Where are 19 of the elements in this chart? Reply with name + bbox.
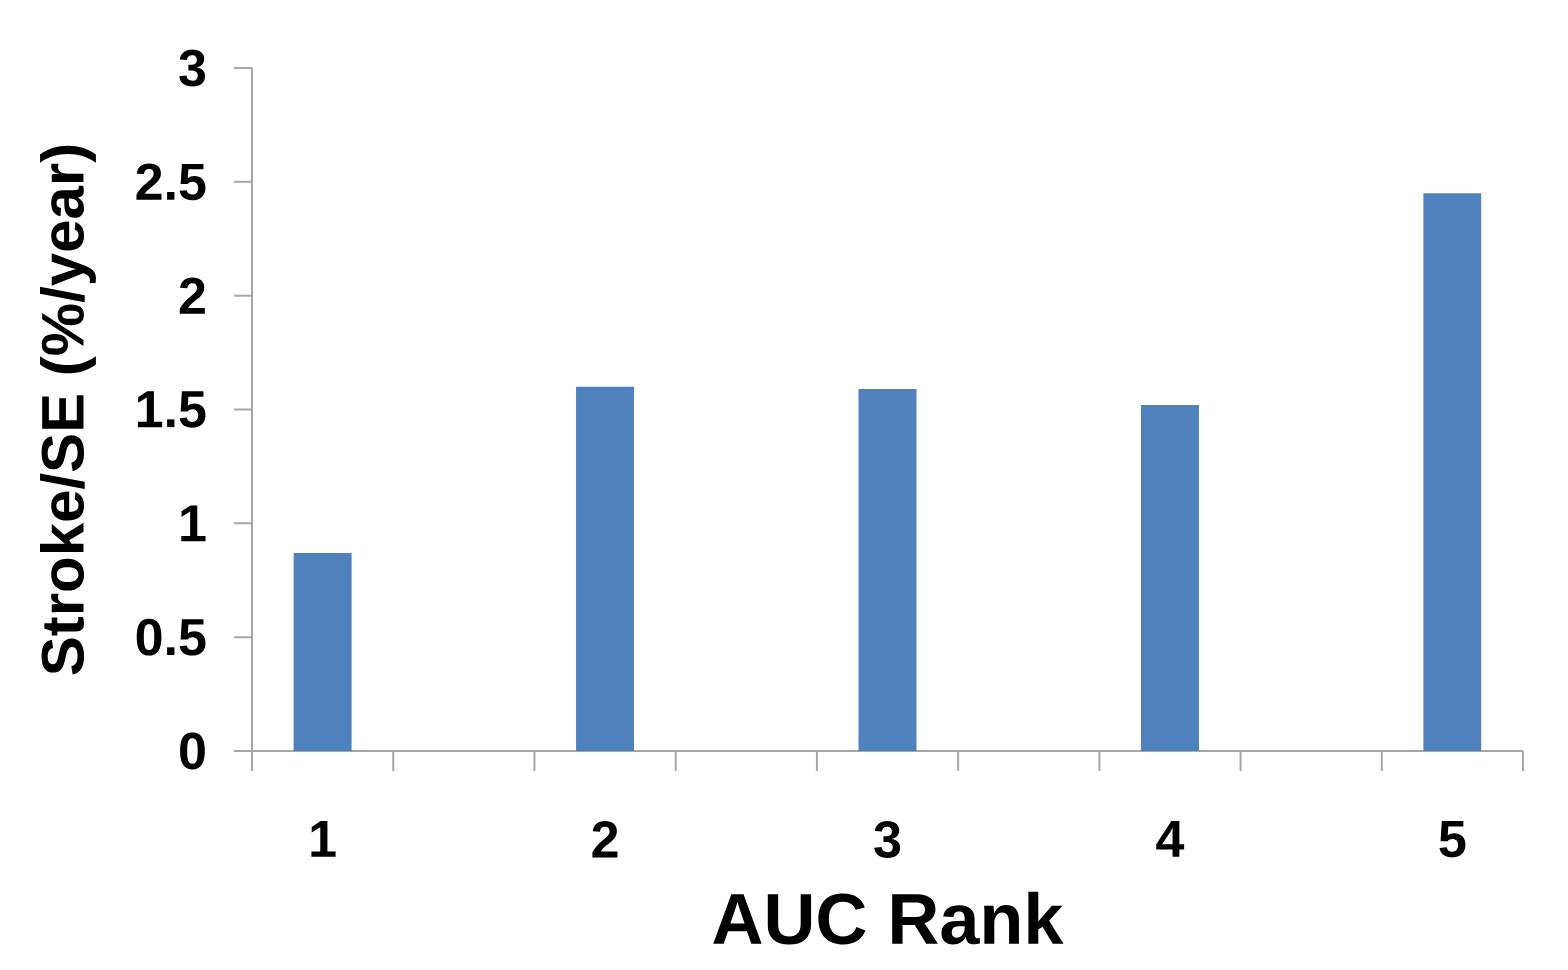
x-tick-label: 1	[311, 821, 336, 857]
y-tick-label: 2	[179, 277, 205, 314]
y-tick-label: 1.5	[137, 391, 206, 428]
y-tick-label: 1	[181, 505, 206, 542]
y-tick-label: 0.5	[136, 618, 206, 656]
bar	[858, 389, 917, 751]
y-axis-title: Stroke/SE (%/year)	[39, 145, 96, 675]
x-tick-label: 3	[874, 821, 901, 858]
y-tick-label: 2.5	[136, 163, 206, 201]
x-tick-label: 5	[1439, 821, 1466, 858]
x-tick-label: 4	[1156, 821, 1185, 857]
y-tick-label: 0	[180, 732, 205, 770]
x-tick-label: 2	[592, 821, 618, 858]
bar	[1423, 193, 1482, 751]
bar	[1140, 404, 1199, 751]
y-tick-label: 3	[179, 49, 206, 87]
x-axis-title: AUC Rank	[713, 891, 1064, 945]
bar	[293, 552, 352, 751]
bar	[576, 386, 635, 751]
